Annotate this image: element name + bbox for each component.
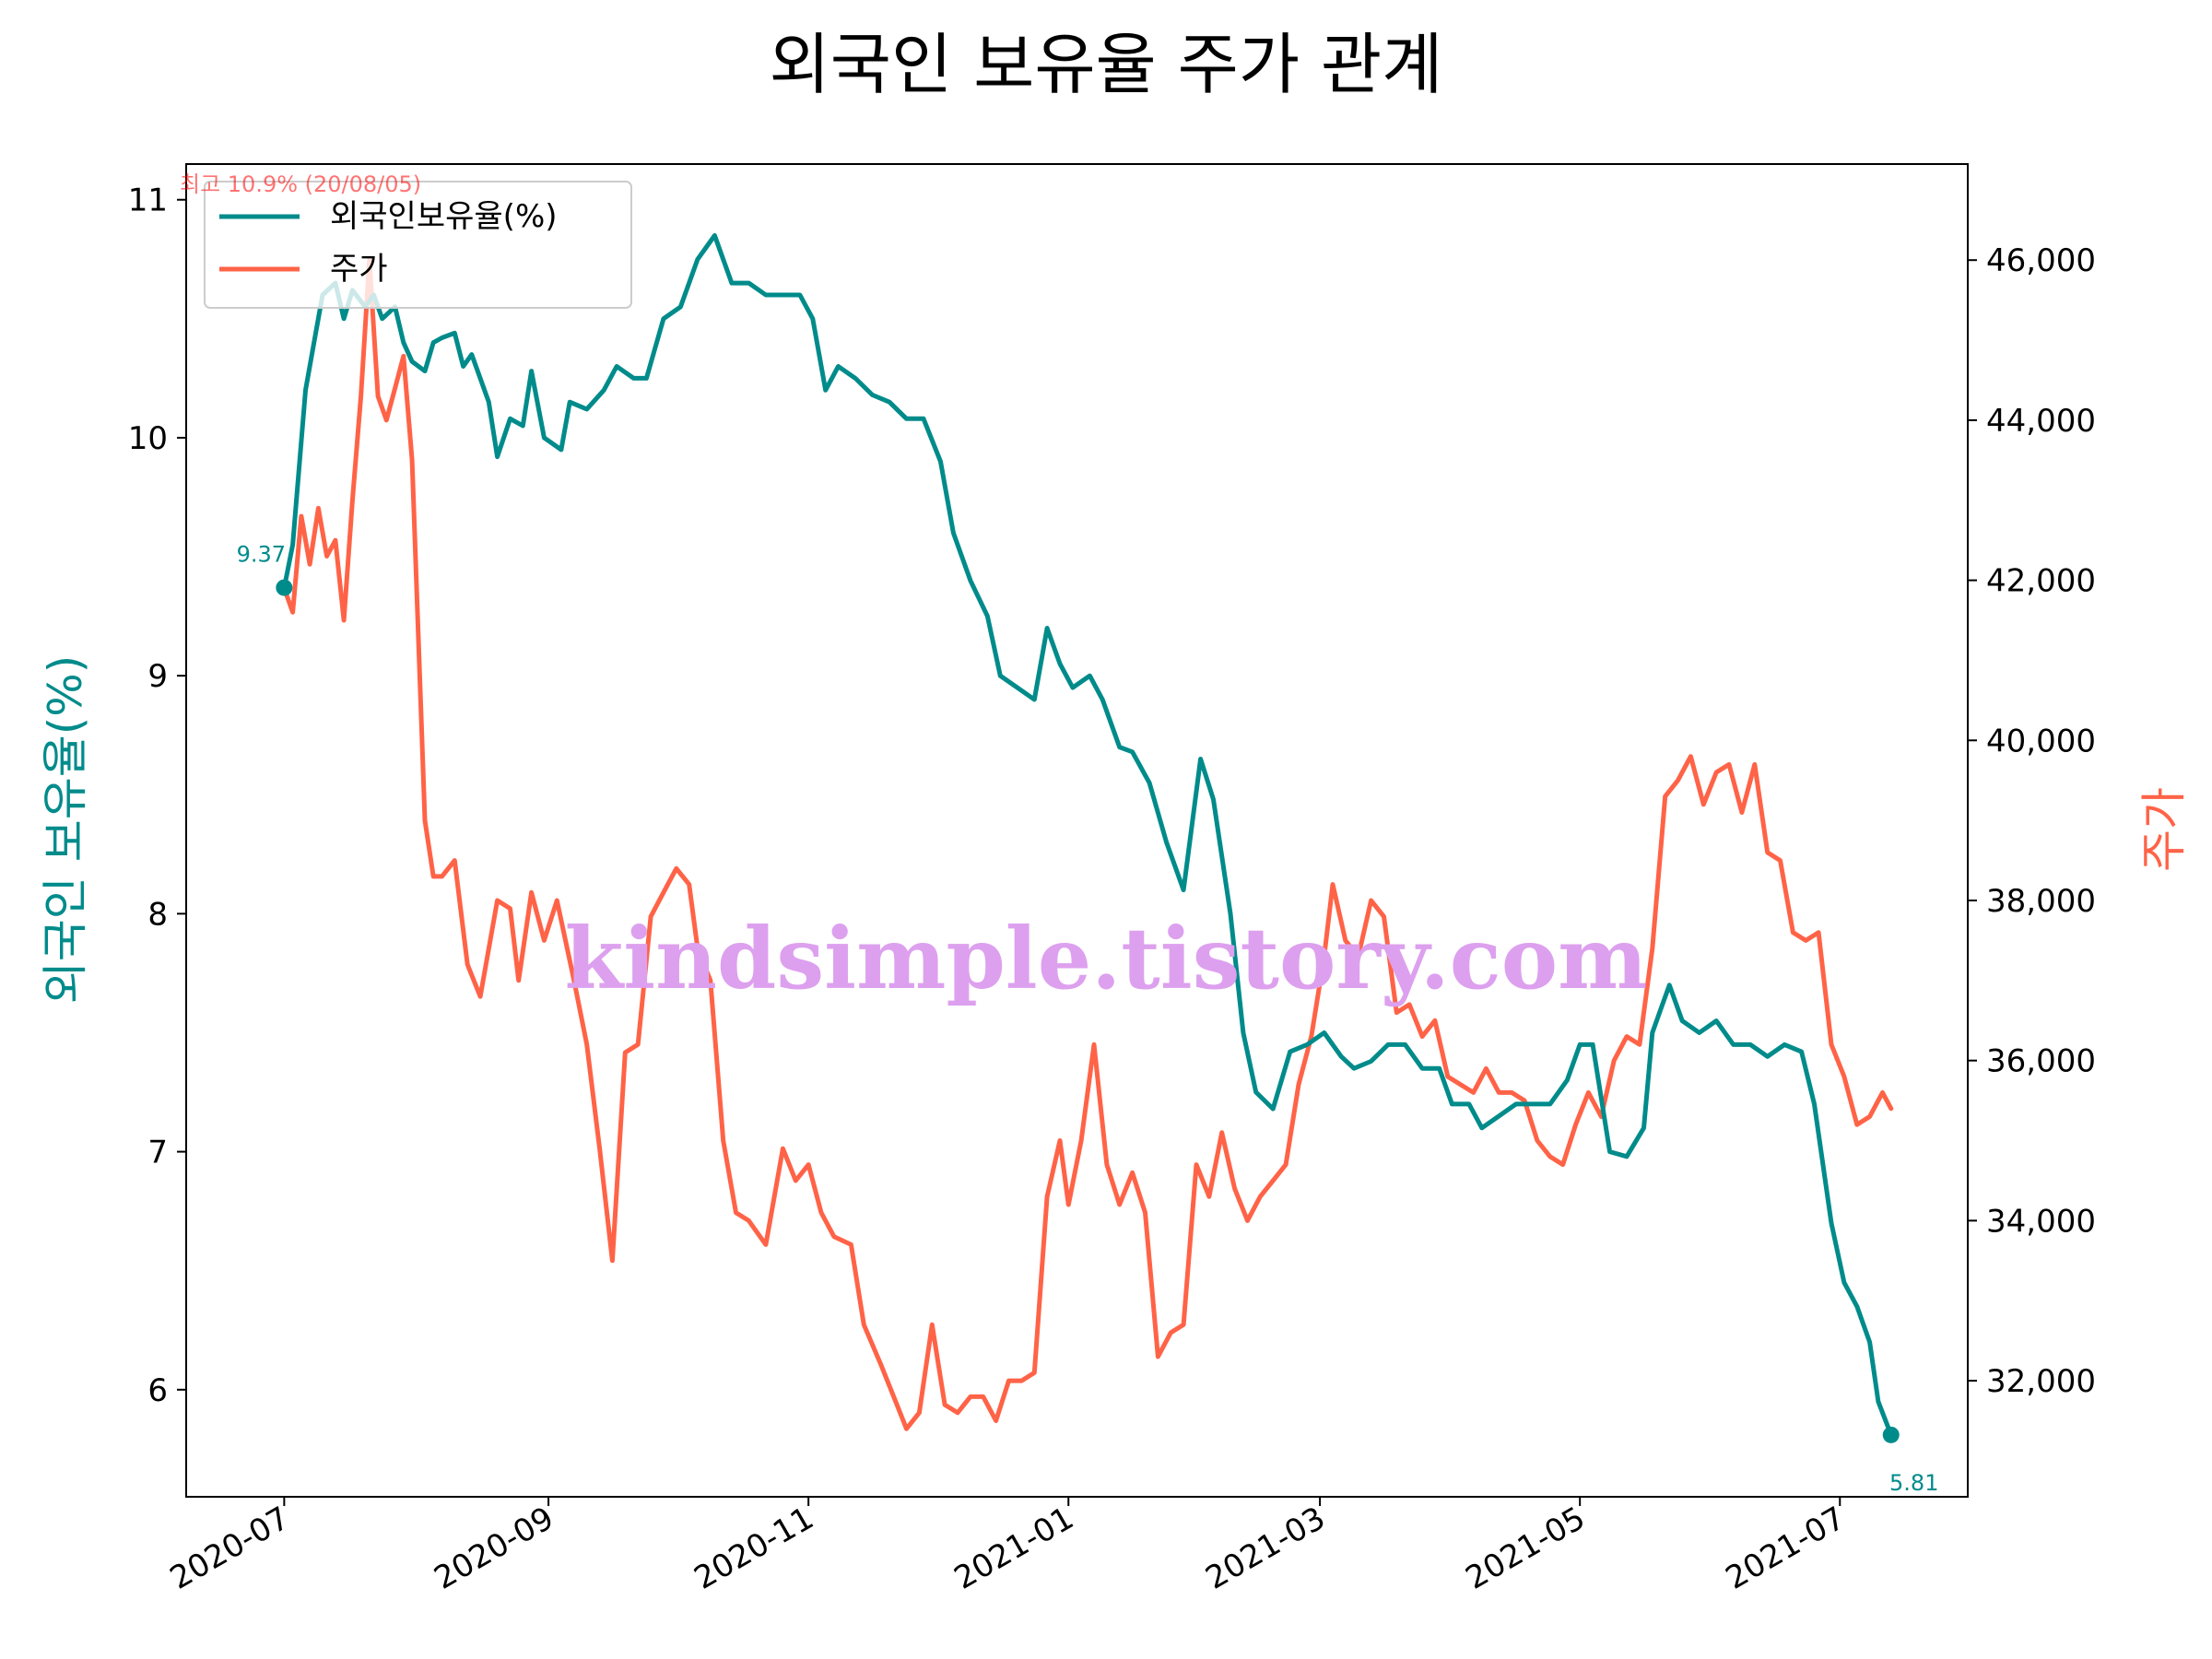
- end-value-label: 5.81: [1889, 1470, 1938, 1496]
- legend-label-price: 주가: [330, 251, 388, 288]
- y-left-tick-label: 9: [147, 658, 168, 695]
- start-point-marker: [276, 579, 293, 596]
- y-left-tick-label: 10: [128, 420, 168, 457]
- y-right-axis-label: 주가: [2137, 787, 2191, 872]
- y-left-axis-label: 외국인 보유율(%): [39, 655, 92, 1004]
- y-right-tick-label: 34,000: [1986, 1203, 2096, 1240]
- y-right-tick-label: 40,000: [1986, 723, 2096, 759]
- series-layer: 9.37 5.81: [237, 233, 1938, 1496]
- watermark-text: kindsimple.tistory.com: [564, 909, 1647, 1008]
- legend: 외국인보유율(%) 주가: [204, 181, 632, 309]
- legend-box: [204, 181, 632, 309]
- price-series-line: [281, 257, 1894, 1431]
- left-axis: 6 7 8 9 10 11: [128, 182, 186, 1409]
- start-value-label: 9.37: [237, 542, 286, 568]
- y-right-tick-label: 44,000: [1986, 403, 2096, 440]
- chart-title: 외국인 보유율 주가 관계: [769, 26, 1442, 103]
- y-right-tick-label: 38,000: [1986, 883, 2096, 920]
- y-right-tick-label: 32,000: [1986, 1363, 2096, 1400]
- y-left-tick-label: 8: [147, 896, 168, 933]
- legend-label-ownership: 외국인보유율(%): [330, 198, 558, 235]
- y-right-tick-label: 46,000: [1986, 242, 2096, 279]
- peak-annotation: 최고 10.9% (20/08/05): [180, 171, 421, 197]
- y-left-tick-label: 11: [128, 182, 168, 219]
- y-left-tick-label: 7: [147, 1135, 168, 1171]
- y-right-tick-label: 36,000: [1986, 1043, 2096, 1080]
- ownership-series-line: [281, 233, 1894, 1438]
- end-point-marker: [1882, 1426, 1900, 1443]
- y-right-tick-label: 42,000: [1986, 563, 2096, 600]
- right-axis: 32,000 34,000 36,000 38,000 40,000 42,000 44,0…: [1968, 242, 2096, 1400]
- plot-frame: [185, 163, 1969, 1498]
- y-left-tick-label: 6: [147, 1372, 168, 1409]
